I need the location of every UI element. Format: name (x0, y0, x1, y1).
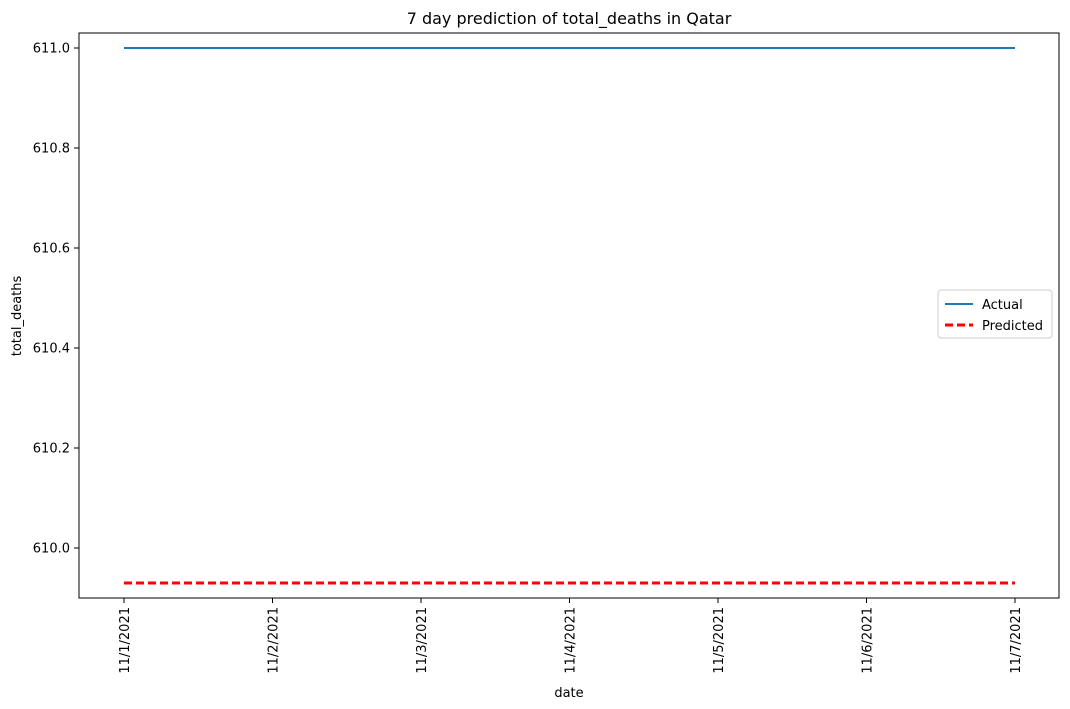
y-axis-label: total_deaths (10, 276, 25, 357)
legend: Actual Predicted (937, 289, 1053, 339)
y-axis: 610.0 610.2 610.4 610.6 610.8 611.0 (33, 42, 79, 557)
y-tick-label: 610.4 (33, 342, 70, 357)
series-lines (124, 47, 1015, 585)
x-tick-label: 11/2/2021 (267, 607, 282, 674)
y-tick-label: 611.0 (33, 42, 70, 57)
x-axis: 11/1/2021 11/2/2021 11/3/2021 11/4/2021 11/5… (118, 598, 1024, 674)
legend-label-actual: Actual (982, 298, 1023, 313)
x-tick-label: 11/4/2021 (564, 607, 579, 674)
y-tick-label: 610.8 (33, 142, 70, 157)
y-tick-label: 610.0 (33, 542, 70, 557)
plot-frame (78, 32, 1060, 599)
x-tick-label: 11/6/2021 (861, 607, 876, 674)
x-axis-label: date (554, 686, 583, 701)
x-tick-label: 11/1/2021 (118, 607, 133, 674)
legend-label-predicted: Predicted (982, 319, 1043, 334)
legend-box (937, 289, 1053, 339)
chart-title: 7 day prediction of total_deaths in Qata… (407, 9, 732, 29)
x-tick-label: 11/5/2021 (712, 607, 727, 674)
y-tick-label: 610.6 (33, 242, 70, 257)
y-tick-label: 610.2 (33, 442, 70, 457)
x-tick-label: 11/3/2021 (415, 607, 430, 674)
x-tick-label: 11/7/2021 (1009, 607, 1024, 674)
